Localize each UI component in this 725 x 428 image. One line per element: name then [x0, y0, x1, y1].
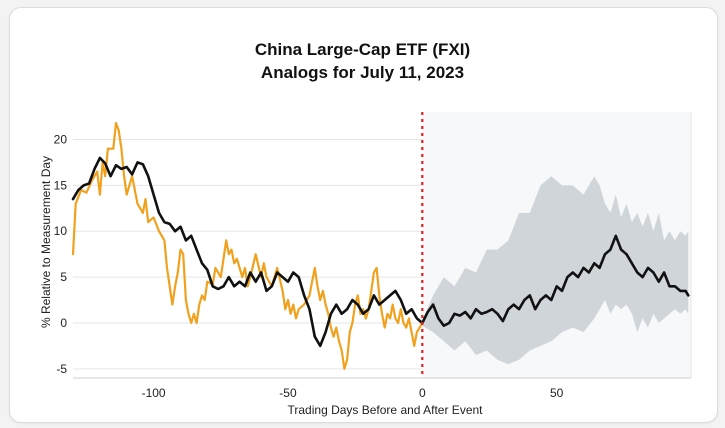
measured-series-line — [71, 156, 690, 348]
y-tick-label: 5 — [60, 270, 67, 284]
x-tick-label: 0 — [419, 386, 426, 400]
y-tick-label: 0 — [60, 316, 67, 330]
y-axis-title: % Relative to Measurement Day — [39, 156, 53, 328]
x-tick-label: -100 — [142, 386, 166, 400]
series-lines — [71, 121, 690, 370]
chart-title-block: China Large-Cap ETF (FXI) Analogs for Ju… — [0, 38, 725, 84]
x-tick-label: 50 — [550, 386, 564, 400]
x-tick-label: -50 — [279, 386, 297, 400]
chart-title: China Large-Cap ETF (FXI) — [254, 40, 471, 59]
y-tick-label: 10 — [54, 224, 68, 238]
chart-subtitle: Analogs for July 11, 2023 — [260, 63, 465, 82]
analog-series-line — [71, 121, 424, 370]
y-tick-label: -5 — [56, 362, 67, 376]
confidence-band — [422, 176, 689, 365]
y-tick-label: 20 — [54, 133, 68, 147]
forecast-band — [422, 112, 691, 378]
y-tick-label: 15 — [54, 178, 68, 192]
x-axis-title: Trading Days Before and After Event — [288, 403, 484, 417]
